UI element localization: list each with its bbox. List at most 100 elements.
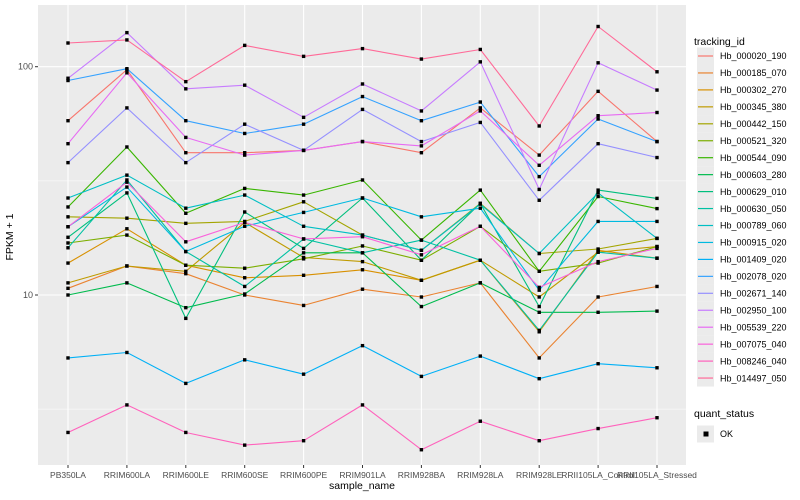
data-point <box>301 122 306 126</box>
data-point <box>243 358 247 362</box>
data-point <box>66 286 70 290</box>
data-point <box>66 76 70 80</box>
x-tick-label: RRIM600SE <box>221 470 269 480</box>
legend-item-Hb_000020_190: Hb_000020_190 <box>697 47 787 65</box>
legend-label: Hb_000630_050 <box>720 204 787 214</box>
data-point <box>537 251 541 256</box>
data-point <box>243 284 247 289</box>
legend-label: Hb_007075_040 <box>720 339 787 349</box>
legend-item-Hb_014497_050: Hb_014497_050 <box>697 369 787 387</box>
legend-label: Hb_002950_100 <box>720 305 787 315</box>
legend-item-Hb_000442_150: Hb_000442_150 <box>697 115 787 133</box>
data-point <box>301 303 306 308</box>
y-tick-label: 10 <box>23 290 33 300</box>
legend-item-Hb_000629_010: Hb_000629_010 <box>697 183 787 201</box>
legend-label: Hb_000915_020 <box>720 238 787 248</box>
data-point <box>655 256 659 260</box>
data-point <box>360 94 365 99</box>
data-point <box>184 160 188 165</box>
legend-label: Hb_000521_320 <box>720 136 787 146</box>
data-point <box>419 119 424 123</box>
legend-item-Hb_000185_070: Hb_000185_070 <box>697 64 787 82</box>
quant-legend-item: OK <box>697 425 733 443</box>
data-point <box>66 430 70 435</box>
y-axis-title: FPKM + 1 <box>4 213 16 260</box>
data-point <box>596 24 600 29</box>
data-point <box>243 153 247 157</box>
data-point <box>243 186 247 191</box>
x-tick-label: RRIM901LA <box>339 470 386 480</box>
data-point <box>301 439 306 443</box>
legend-item-Hb_000789_060: Hb_000789_060 <box>697 217 787 234</box>
data-point <box>655 70 659 74</box>
data-point <box>419 248 424 252</box>
data-point <box>419 238 424 242</box>
legend-label: Hb_014497_050 <box>720 373 787 383</box>
data-point <box>537 269 541 274</box>
legend-label: Hb_000544_090 <box>720 153 787 163</box>
legend: tracking_id quant_status Hb_000020_190 Hb… <box>694 36 787 443</box>
data-point <box>478 354 482 358</box>
data-point <box>301 251 306 255</box>
data-point <box>125 350 129 355</box>
data-point <box>125 178 129 182</box>
data-point <box>655 88 659 92</box>
data-point <box>125 173 129 177</box>
data-point <box>243 443 247 447</box>
data-point <box>655 416 659 420</box>
data-point <box>419 139 424 144</box>
data-point <box>596 219 600 224</box>
data-point <box>419 304 424 309</box>
legend-label: OK <box>720 429 733 439</box>
data-point <box>655 139 659 144</box>
data-point <box>184 206 188 210</box>
data-point <box>596 295 600 299</box>
data-point <box>66 78 70 83</box>
x-tick-label: RRII105LA_Control <box>561 470 635 480</box>
legend-label: Hb_000442_150 <box>720 119 787 129</box>
data-point <box>655 155 659 160</box>
data-point <box>360 107 365 112</box>
data-point <box>301 257 306 261</box>
data-point <box>419 151 424 155</box>
x-tick-label: RRIM928LA <box>457 470 504 480</box>
x-tick-label: PB350LA <box>50 470 86 480</box>
data-point <box>596 89 600 94</box>
data-point <box>419 253 424 257</box>
data-point <box>537 153 541 157</box>
data-point <box>419 258 424 262</box>
data-point <box>360 259 365 264</box>
x-tick-label: RRIM600LE <box>163 470 210 480</box>
data-point <box>537 356 541 360</box>
data-point <box>66 356 70 360</box>
data-point <box>125 281 129 285</box>
data-point <box>655 366 659 370</box>
legend-item-Hb_008246_040: Hb_008246_040 <box>697 352 787 370</box>
data-point <box>243 210 247 214</box>
data-point <box>125 227 129 231</box>
legend-item-Hb_002950_100: Hb_002950_100 <box>697 301 787 319</box>
data-point <box>184 430 188 435</box>
data-point <box>478 47 482 52</box>
data-point <box>301 224 306 228</box>
data-point <box>301 193 306 197</box>
data-point <box>537 174 541 179</box>
data-point <box>243 43 247 48</box>
data-point <box>301 115 306 120</box>
data-point <box>537 198 541 202</box>
data-point <box>478 188 482 192</box>
legend-label: Hb_000345_380 <box>720 102 787 112</box>
data-point <box>655 309 659 313</box>
data-point <box>360 403 365 407</box>
legend-label: Hb_002078_020 <box>720 272 787 282</box>
data-point <box>478 224 482 228</box>
data-point <box>596 117 600 121</box>
data-point <box>360 139 365 144</box>
legend-item-Hb_002078_020: Hb_002078_020 <box>697 267 787 285</box>
data-point <box>243 266 247 270</box>
data-point <box>419 57 424 61</box>
data-point <box>360 196 365 200</box>
data-point <box>360 251 365 255</box>
data-point <box>66 281 70 285</box>
